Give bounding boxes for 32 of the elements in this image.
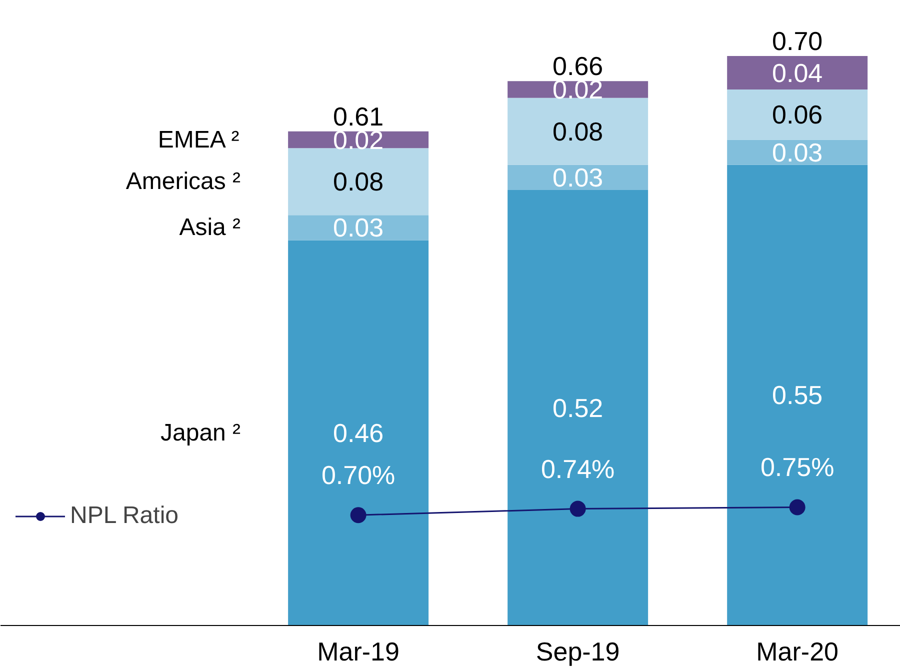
bar	[727, 56, 868, 90]
series-label: Japan ²	[160, 419, 241, 446]
legend-label: NPL Ratio	[70, 502, 178, 530]
data-label: 0.75%	[760, 452, 834, 482]
data-label: 0.52	[552, 392, 604, 423]
text: EMEA ²	[158, 126, 240, 154]
x-tick-label: Mar-19	[317, 636, 400, 666]
bar	[288, 215, 429, 240]
x-tick-label: Sep-19	[536, 636, 620, 666]
data-label: 0.03	[333, 212, 384, 243]
data-label: 0.74%	[540, 454, 615, 484]
bar	[508, 164, 648, 190]
data-label: 0.08	[552, 116, 604, 146]
bar	[508, 190, 648, 626]
bar	[727, 90, 868, 140]
data-label: 0.70%	[321, 460, 396, 490]
x-tick-label: Mar-20	[756, 636, 839, 666]
bar	[727, 140, 868, 165]
series-label: Asia ²	[179, 214, 241, 242]
data-label: 0.46	[333, 418, 384, 448]
bar	[288, 240, 429, 626]
data-label: 0.08	[333, 166, 384, 197]
data-label: 0.04	[772, 58, 823, 88]
data-label: 0.03	[772, 137, 823, 168]
bar	[508, 98, 648, 165]
data-label: 0.06	[772, 100, 823, 130]
bar	[727, 164, 868, 626]
total-label: 0.70	[772, 26, 823, 56]
data-label: 0.55	[772, 380, 823, 410]
bar	[288, 148, 429, 216]
data-label: 0.03	[552, 162, 604, 192]
series-label: Americas ²	[126, 168, 241, 196]
